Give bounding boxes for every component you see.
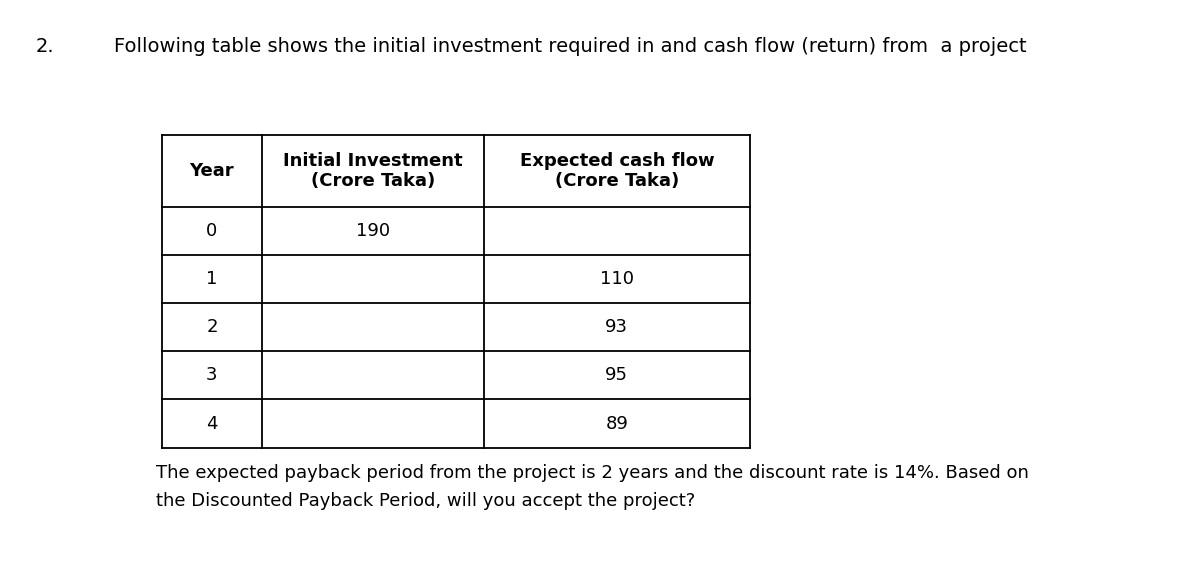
Text: 110: 110 — [600, 270, 634, 288]
Text: Expected cash flow
(Crore Taka): Expected cash flow (Crore Taka) — [520, 151, 714, 190]
Text: 4: 4 — [206, 414, 217, 432]
Text: 93: 93 — [605, 318, 629, 336]
Text: 2: 2 — [206, 318, 217, 336]
Text: 3: 3 — [206, 367, 217, 385]
Text: Following table shows the initial investment required in and cash flow (return) : Following table shows the initial invest… — [114, 37, 1027, 56]
Text: 2.: 2. — [36, 37, 55, 56]
Text: Year: Year — [190, 162, 234, 180]
Text: The expected payback period from the project is 2 years and the discount rate is: The expected payback period from the pro… — [156, 464, 1028, 510]
Text: Initial Investment
(Crore Taka): Initial Investment (Crore Taka) — [283, 151, 463, 190]
Text: 95: 95 — [605, 367, 629, 385]
Text: 89: 89 — [606, 414, 629, 432]
Text: 0: 0 — [206, 222, 217, 240]
Text: 190: 190 — [355, 222, 390, 240]
Text: 1: 1 — [206, 270, 217, 288]
